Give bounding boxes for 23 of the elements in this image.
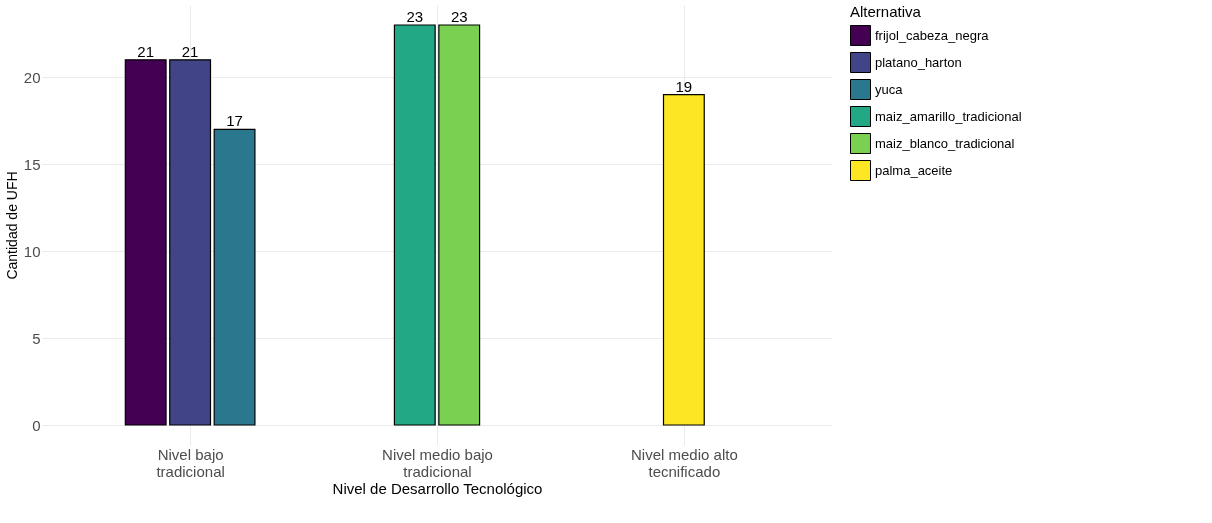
- y-tick-label: 5: [32, 329, 41, 347]
- y-tick-label: 15: [23, 155, 41, 173]
- legend-label: maiz_blanco_tradicional: [875, 135, 1015, 151]
- x-tick-label: Nivel bajo tradicional: [156, 445, 225, 480]
- data-label: 19: [675, 77, 693, 95]
- legend-title: Alternativa: [850, 3, 922, 20]
- data-label: 23: [406, 8, 424, 25]
- x-tick-label: Nivel medio bajo tradicional: [382, 445, 493, 480]
- data-label: 17: [226, 112, 243, 130]
- data-label: 23: [450, 8, 468, 25]
- legend-label: maiz_amarillo_tradicional: [875, 108, 1022, 124]
- data-label: 21: [181, 42, 199, 60]
- data-label: 21: [137, 42, 155, 60]
- x-tick-label: Nivel medio alto tecnificado: [631, 445, 738, 480]
- legend-label: frijol_cabeza_negra: [875, 27, 990, 43]
- legend-label: palma_aceite: [875, 162, 953, 178]
- y-tick-label: 0: [32, 416, 41, 434]
- y-tick-label: 10: [23, 242, 41, 260]
- legend-label: platano_harton: [875, 54, 962, 70]
- x-axis-title: Nivel de Desarrollo Tecnológico: [332, 479, 543, 497]
- y-axis-title: Cantidad de UFH: [3, 171, 20, 280]
- y-tick-label: 20: [23, 68, 41, 86]
- legend-label: yuca: [875, 81, 904, 97]
